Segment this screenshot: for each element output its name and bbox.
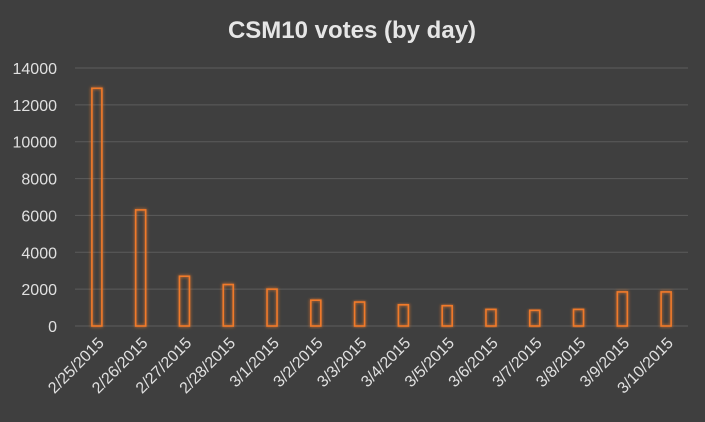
x-axis-ticks: 2/25/20152/26/20152/27/20152/28/20153/1/…	[45, 335, 677, 397]
bar	[441, 304, 453, 327]
y-tick-label: 14000	[13, 61, 58, 78]
bar	[572, 308, 585, 327]
y-tick-label: 10000	[13, 135, 58, 152]
bar	[310, 299, 322, 327]
y-tick-label: 2000	[21, 282, 57, 299]
y-tick-label: 4000	[21, 245, 57, 262]
bar	[397, 304, 410, 327]
bar	[266, 288, 278, 327]
bar	[616, 291, 629, 327]
chart-title: CSM10 votes (by day)	[228, 17, 476, 44]
bar	[134, 209, 147, 327]
y-axis-ticks: 0 2000 4000 6000 8000 10000 12000 14000	[13, 61, 58, 336]
bar	[660, 291, 672, 327]
y-tick-label: 12000	[13, 98, 58, 115]
bar	[528, 309, 541, 327]
bars	[91, 87, 672, 327]
bar	[222, 283, 235, 327]
y-tick-label: 6000	[21, 208, 57, 225]
y-tick-label: 0	[48, 319, 57, 336]
bar	[485, 308, 497, 327]
bar	[178, 275, 191, 327]
bar	[91, 87, 103, 327]
gridlines	[75, 67, 688, 327]
y-tick-label: 8000	[21, 172, 57, 189]
bar	[353, 301, 366, 327]
